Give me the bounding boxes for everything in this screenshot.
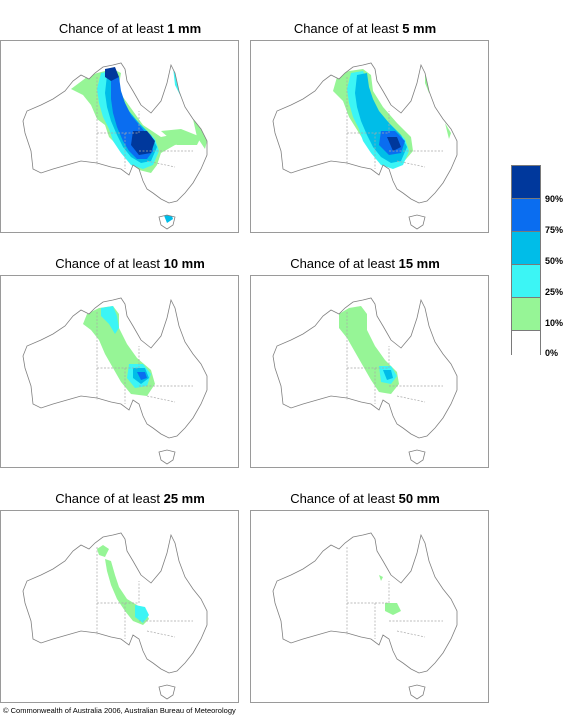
rainfall-region-lt90 <box>131 131 155 155</box>
legend-label-0: 0% <box>545 348 559 358</box>
legend-swatch-75 <box>512 199 540 232</box>
rainfall-region-lt50 <box>163 213 173 223</box>
panel-title-amount: 1 mm <box>167 21 202 36</box>
australia-map <box>22 532 208 700</box>
panel-title-prefix: Chance of at least <box>55 256 164 271</box>
legend-swatch-25 <box>512 265 540 298</box>
rainfall-probability-shading <box>333 69 451 169</box>
rainfall-probability-shading <box>97 545 149 625</box>
tasmania-coastline <box>408 684 426 700</box>
panel-title-amount: 15 mm <box>398 256 440 271</box>
rainfall-region-lt10 <box>161 129 201 145</box>
rainfall-region-lt50 <box>383 370 393 380</box>
rainfall-probability-shading <box>83 306 155 396</box>
rainfall-region-lt10 <box>385 603 401 615</box>
panel-title-amount: 5 mm <box>402 21 437 36</box>
map-panel-10mm <box>0 275 239 468</box>
panel-title-25mm: Chance of at least 25 mm <box>10 491 250 507</box>
map-panel-50mm <box>250 510 489 703</box>
tasmania-coastline <box>408 214 426 230</box>
legend-label-50: 50% <box>545 256 564 266</box>
rainfall-region-lt10 <box>379 575 383 581</box>
panel-title-prefix: Chance of at least <box>290 256 399 271</box>
state-border <box>396 630 426 638</box>
australia-map <box>272 297 458 465</box>
map-panel-5mm <box>250 40 489 233</box>
map-panel-25mm <box>0 510 239 703</box>
legend-swatch-50 <box>512 232 540 265</box>
panel-title-prefix: Chance of at least <box>58 21 168 36</box>
legend-label-25: 25% <box>545 287 564 297</box>
panel-title-10mm: Chance of at least 10 mm <box>10 256 250 272</box>
rainfall-region-lt10 <box>445 123 451 139</box>
mainland-coastline <box>22 62 208 204</box>
panel-title-1mm: Chance of at least 1 mm <box>10 21 250 37</box>
state-border <box>146 630 176 638</box>
rainfall-probability-shading <box>379 575 401 615</box>
tasmania-coastline <box>408 449 426 465</box>
panel-title-50mm: Chance of at least 50 mm <box>245 491 485 507</box>
rainfall-region-lt10 <box>97 545 109 557</box>
state-border <box>146 395 176 403</box>
legend-swatch-0 <box>512 331 540 356</box>
legend-swatch-10 <box>512 298 540 331</box>
tasmania-coastline <box>158 214 176 230</box>
legend-label-90: 90% <box>545 194 564 204</box>
mainland-coastline <box>272 62 458 204</box>
rainfall-region-lt75 <box>137 372 147 380</box>
rainfall-probability-shading <box>339 306 399 394</box>
tasmania-coastline <box>158 449 176 465</box>
legend-color-bar <box>511 165 541 356</box>
mainland-coastline <box>22 532 208 674</box>
mainland-coastline <box>22 297 208 439</box>
australia-map <box>22 62 208 230</box>
panel-title-amount: 25 mm <box>163 491 205 506</box>
rainfall-region-lt10 <box>425 71 431 93</box>
state-border <box>146 160 176 168</box>
panel-title-15mm: Chance of at least 15 mm <box>245 256 485 272</box>
mainland-coastline <box>272 532 458 674</box>
rainfall-region-lt90 <box>105 67 119 81</box>
australia-map <box>272 62 458 230</box>
panel-title-amount: 10 mm <box>163 256 205 271</box>
map-panel-15mm <box>250 275 489 468</box>
legend-swatch-90 <box>512 166 540 199</box>
panel-title-prefix: Chance of at least <box>293 21 403 36</box>
map-panel-1mm <box>0 40 239 233</box>
panel-title-prefix: Chance of at least <box>55 491 164 506</box>
rainfall-region-lt25 <box>173 67 185 97</box>
mainland-coastline <box>272 297 458 439</box>
rainfall-probability-shading <box>71 67 207 223</box>
legend-label-10: 10% <box>545 318 564 328</box>
legend-label-75: 75% <box>545 225 564 235</box>
rainfall-region-lt25 <box>135 605 149 623</box>
panel-title-prefix: Chance of at least <box>290 491 399 506</box>
panel-title-5mm: Chance of at least 5 mm <box>245 21 485 37</box>
australia-map <box>22 297 208 465</box>
state-border <box>396 160 426 168</box>
copyright-notice: © Commonwealth of Australia 2006, Austra… <box>3 706 236 715</box>
panel-title-amount: 50 mm <box>398 491 440 506</box>
tasmania-coastline <box>158 684 176 700</box>
rainfall-region-lt10 <box>193 119 207 149</box>
rainfall-region-lt25 <box>101 306 119 334</box>
australia-map <box>272 532 458 700</box>
rainfall-region-lt90 <box>387 137 401 151</box>
state-border <box>396 395 426 403</box>
